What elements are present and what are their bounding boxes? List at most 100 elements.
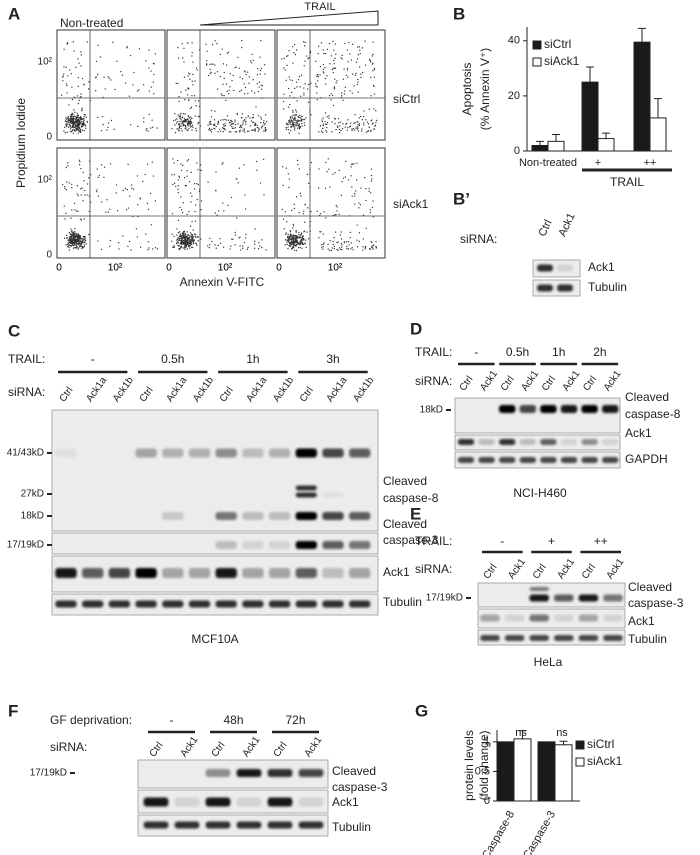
event-dot [198, 121, 200, 123]
event-dot [209, 121, 211, 123]
event-dot [293, 241, 296, 243]
band [295, 600, 317, 608]
event-dot [67, 75, 69, 77]
event-dot [132, 215, 134, 218]
event-dot [260, 69, 262, 71]
event-dot [301, 74, 303, 76]
event-dot [292, 236, 294, 238]
event-dot [335, 82, 337, 84]
event-dot [342, 123, 344, 125]
event-dot [70, 126, 72, 128]
event-dot [194, 188, 196, 190]
lane-label: Ctrl [210, 740, 228, 759]
event-dot [301, 123, 303, 125]
event-dot [331, 247, 333, 249]
event-dot [235, 66, 237, 68]
event-dot [65, 244, 67, 246]
event-dot [285, 126, 287, 129]
event-dot [74, 236, 77, 238]
event-dot [301, 242, 303, 244]
bar [581, 81, 599, 152]
event-dot [296, 240, 298, 242]
event-dot [80, 121, 83, 123]
event-dot [287, 236, 289, 238]
event-dot [222, 131, 224, 133]
event-dot [178, 245, 180, 247]
event-dot [264, 64, 266, 66]
event-dot [222, 162, 224, 164]
event-dot [67, 162, 69, 164]
event-dot [78, 126, 80, 128]
event-dot [239, 245, 241, 247]
event-dot [71, 86, 73, 88]
event-dot [228, 131, 230, 133]
event-dot [178, 123, 180, 125]
event-dot [306, 231, 308, 233]
event-dot [223, 71, 225, 74]
event-dot [73, 121, 75, 123]
band [242, 512, 264, 520]
event-dot [181, 242, 183, 244]
event-dot [179, 234, 181, 236]
event-dot [76, 239, 78, 241]
event-dot [70, 240, 72, 242]
event-dot [147, 208, 150, 210]
event-dot [295, 235, 297, 237]
event-dot [70, 241, 72, 243]
event-dot [182, 243, 184, 245]
band-label: Cleaved [383, 517, 427, 531]
event-dot [72, 119, 74, 121]
event-dot [71, 243, 73, 245]
event-dot [182, 125, 184, 127]
event-dot [150, 70, 152, 72]
event-dot [114, 88, 116, 91]
event-dot [350, 242, 352, 244]
event-dot [244, 93, 246, 95]
event-dot [257, 68, 259, 70]
band [295, 568, 317, 578]
trail-gradient [199, 10, 379, 26]
event-dot [187, 87, 189, 89]
group-label: + [548, 534, 555, 548]
event-dot [367, 130, 369, 132]
event-dot [239, 76, 241, 78]
event-dot [178, 130, 180, 132]
event-dot [138, 89, 140, 91]
event-dot [336, 125, 339, 127]
event-dot [81, 241, 83, 243]
event-dot [145, 60, 147, 62]
event-dot [74, 242, 76, 244]
band [581, 439, 598, 445]
event-dot [290, 241, 292, 243]
event-dot [80, 241, 82, 243]
event-dot [294, 129, 296, 131]
event-dot [145, 233, 147, 235]
event-dot [85, 127, 87, 129]
x-tick-label: + [595, 157, 601, 169]
event-dot [360, 73, 362, 75]
event-dot [188, 236, 190, 239]
event-dot [236, 113, 238, 115]
event-dot [75, 235, 77, 237]
event-dot [231, 125, 233, 128]
event-dot [369, 60, 371, 62]
event-dot [178, 239, 180, 241]
event-dot [365, 245, 367, 248]
event-dot [369, 248, 371, 250]
event-dot [186, 160, 188, 162]
event-dot [148, 67, 150, 69]
event-dot [189, 121, 191, 123]
event-dot [187, 242, 189, 244]
blot [137, 789, 329, 814]
event-dot [301, 118, 303, 120]
panel-label: C [8, 321, 20, 340]
event-dot [341, 54, 343, 56]
band [295, 448, 317, 458]
event-dot [229, 121, 231, 124]
event-dot [152, 126, 154, 128]
event-dot [290, 238, 292, 240]
band [295, 492, 317, 498]
band [267, 821, 293, 829]
event-dot [73, 236, 75, 238]
